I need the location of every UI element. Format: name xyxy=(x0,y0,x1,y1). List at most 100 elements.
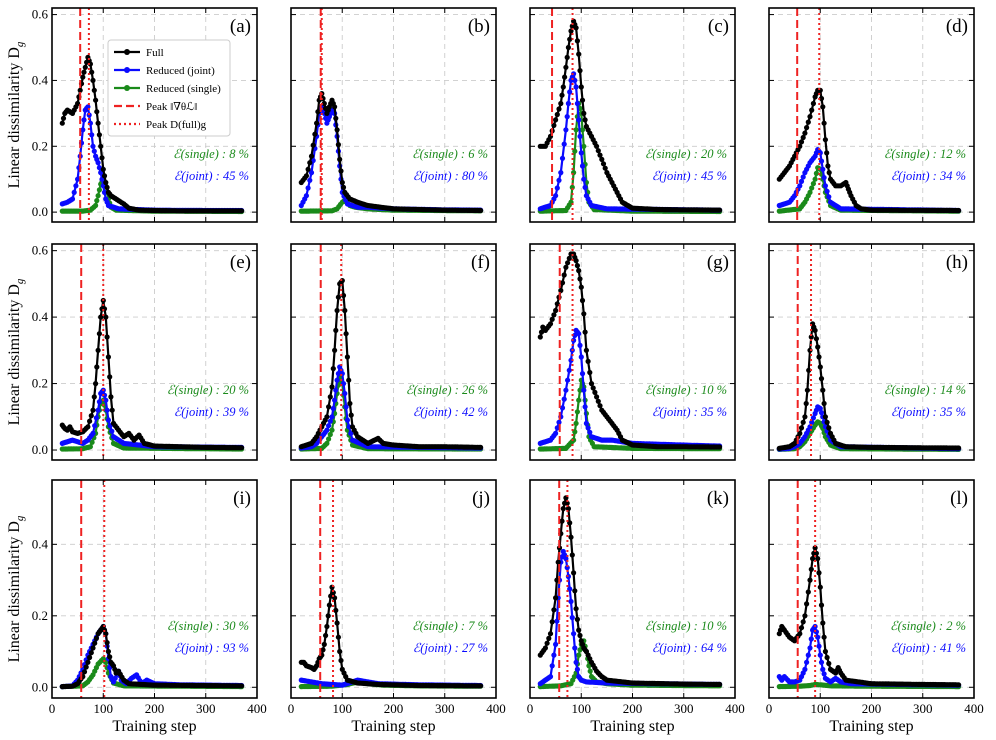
data-point-joint xyxy=(348,430,354,436)
data-point-full xyxy=(104,334,110,340)
legend-marker-joint xyxy=(124,67,130,73)
data-point-full xyxy=(315,109,321,115)
data-point-full xyxy=(94,109,100,115)
data-point-full xyxy=(810,556,816,562)
y-tick-label: 0.4 xyxy=(32,309,49,324)
data-point-full xyxy=(824,654,830,661)
data-point-joint xyxy=(343,404,349,410)
data-point-full xyxy=(825,163,831,169)
data-point-full xyxy=(574,263,581,269)
data-point-full xyxy=(104,640,110,646)
panel-b: (b) ℰ(single) : 6 % ℰ(joint) : 80 % xyxy=(290,7,497,223)
panels-group: 0.0 0.2 0.4 0.6 (a) ℰ(single) : 8 % ℰ(joint) :… xyxy=(6,7,984,735)
data-point-joint xyxy=(574,100,581,107)
data-point-joint xyxy=(86,112,92,118)
data-point-full xyxy=(826,660,832,667)
data-point-joint xyxy=(563,556,569,562)
data-point-joint xyxy=(344,417,350,423)
data-point-joint xyxy=(571,71,577,77)
data-point-full xyxy=(77,87,83,93)
x-tick-label: 0 xyxy=(49,701,56,716)
data-point-full xyxy=(107,654,113,660)
data-point-full xyxy=(599,156,605,162)
data-point-full xyxy=(595,398,601,404)
panel-label: (h) xyxy=(946,252,968,273)
data-point-full xyxy=(325,613,331,619)
data-point-full xyxy=(559,518,565,524)
data-point-joint xyxy=(821,671,827,677)
data-point-full xyxy=(305,166,311,172)
single-efficiency-annotation: ℰ(single) : 8 % xyxy=(173,147,249,161)
data-point-joint xyxy=(558,170,564,176)
data-point-full xyxy=(592,389,598,395)
data-point-full xyxy=(60,115,67,121)
plot-area xyxy=(537,495,723,690)
data-point-single xyxy=(569,184,575,190)
data-point-full xyxy=(80,74,86,80)
data-point-full xyxy=(807,577,813,583)
data-point-joint xyxy=(553,193,559,199)
data-point-joint xyxy=(90,430,96,436)
plot-area xyxy=(298,91,484,214)
data-point-full xyxy=(597,152,603,158)
data-point-full xyxy=(815,344,821,350)
plot-area xyxy=(59,54,245,215)
data-point-single xyxy=(329,427,335,433)
data-point-joint xyxy=(797,183,803,189)
data-point-full xyxy=(478,683,484,689)
data-point-full xyxy=(567,36,573,42)
data-point-full xyxy=(98,143,104,149)
data-point-full xyxy=(333,115,339,121)
single-efficiency-annotation: ℰ(single) : 20 % xyxy=(167,383,249,397)
data-point-joint xyxy=(559,405,566,411)
panel-label: (f) xyxy=(471,252,490,273)
data-point-joint xyxy=(818,659,825,665)
data-point-joint xyxy=(109,428,115,434)
plot-area xyxy=(776,321,962,452)
panel-label: (i) xyxy=(233,488,251,509)
data-point-full xyxy=(576,51,582,57)
data-point-full xyxy=(92,640,98,646)
data-point-full xyxy=(804,601,810,607)
data-point-joint xyxy=(324,427,330,433)
data-point-full xyxy=(800,419,806,425)
data-point-full xyxy=(821,120,827,126)
data-point-full xyxy=(100,166,106,172)
data-point-full xyxy=(346,377,352,383)
data-point-single xyxy=(807,189,813,195)
data-point-full xyxy=(337,648,343,655)
data-point-full xyxy=(549,316,555,322)
joint-efficiency-annotation: ℰ(joint) : 27 % xyxy=(413,641,488,655)
data-point-full xyxy=(82,64,88,70)
data-point-full xyxy=(335,634,341,640)
data-point-joint xyxy=(566,367,572,373)
panel-label: (l) xyxy=(950,488,968,509)
data-point-full xyxy=(956,682,962,688)
x-tick-label: 300 xyxy=(674,701,694,716)
data-point-full xyxy=(93,97,99,103)
data-point-full xyxy=(87,61,93,67)
data-point-full xyxy=(551,312,557,318)
data-point-single xyxy=(95,193,101,199)
x-tick-label: 200 xyxy=(862,701,882,716)
joint-efficiency-annotation: ℰ(joint) : 39 % xyxy=(174,405,249,419)
data-point-full xyxy=(478,207,484,214)
data-point-joint xyxy=(305,185,311,191)
data-point-full xyxy=(800,619,806,625)
data-point-single xyxy=(574,409,581,415)
series-line-joint xyxy=(539,72,720,212)
data-point-single xyxy=(96,187,102,193)
data-point-full xyxy=(546,635,552,642)
data-point-joint xyxy=(81,117,87,123)
y-tick-label: 0.2 xyxy=(32,608,48,623)
data-point-full xyxy=(553,307,559,314)
data-point-full xyxy=(332,104,338,110)
data-point-full xyxy=(330,590,336,596)
data-point-joint xyxy=(103,397,109,403)
data-point-full xyxy=(558,100,564,107)
data-point-full xyxy=(105,354,111,360)
data-point-full xyxy=(321,641,327,648)
data-point-full xyxy=(90,77,96,83)
data-point-full xyxy=(551,607,557,613)
